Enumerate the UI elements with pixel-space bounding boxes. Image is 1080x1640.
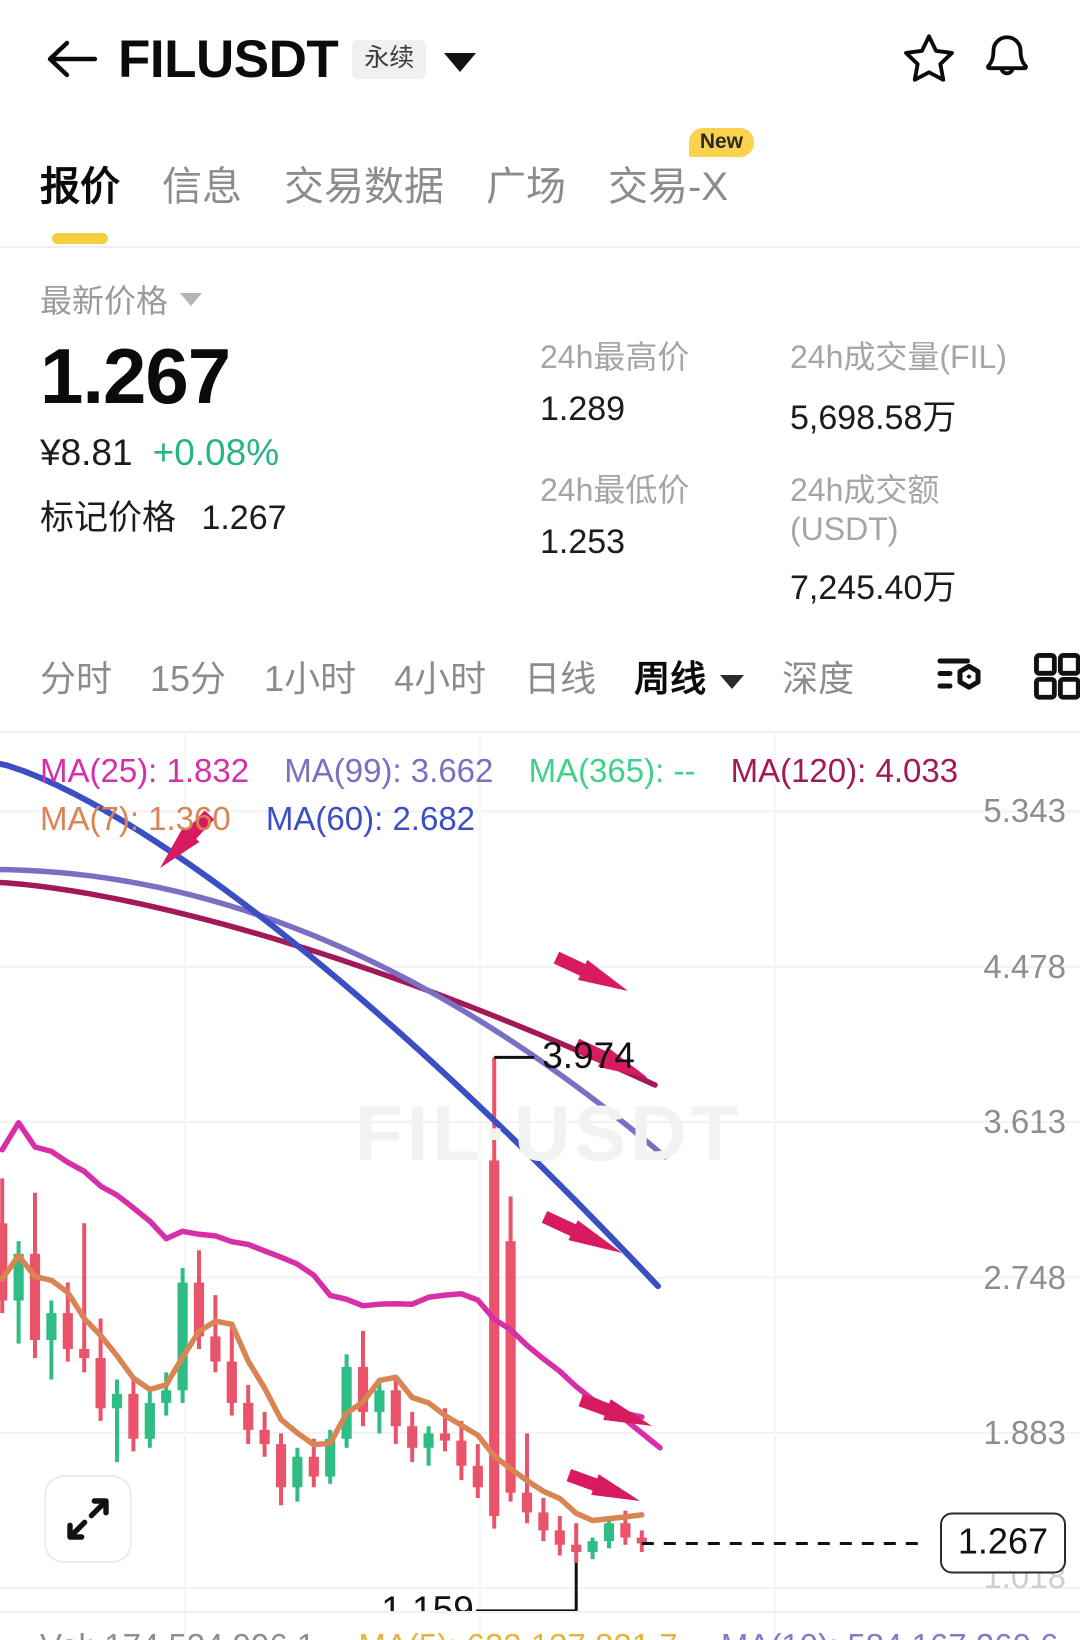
favorite-button[interactable] bbox=[890, 20, 968, 98]
annotation-arrow bbox=[553, 951, 628, 991]
tab-label: 交易-X bbox=[608, 165, 728, 209]
indicator-settings-button[interactable] bbox=[930, 643, 990, 709]
stat-24h-volume-fil: 24h成交量(FIL) 5,698.58万 bbox=[790, 332, 1040, 439]
mark-price-value: 1.267 bbox=[201, 499, 287, 538]
indicator-settings-icon bbox=[937, 658, 981, 690]
price-primary: 最新价格 1.267 ¥8.81 +0.08% 标记价格 1.267 bbox=[40, 276, 540, 609]
swing-low-label: 1.159 bbox=[381, 1588, 474, 1611]
stat-value: 5,698.58万 bbox=[790, 399, 957, 437]
stat-24h-turnover-usdt: 24h成交额(USDT) 7,245.40万 bbox=[790, 465, 1040, 609]
timeframe-caret-down-icon[interactable] bbox=[720, 675, 745, 689]
stat-value: 7,245.40万 bbox=[790, 569, 957, 607]
arrow-left-icon bbox=[47, 40, 97, 78]
vol-value: Vol: 174,534,996.1 bbox=[40, 1627, 315, 1640]
stat-24h-high: 24h最高价 1.289 bbox=[540, 332, 790, 439]
timeframe-15m[interactable]: 15分 bbox=[150, 658, 227, 699]
volume-legend: Vol: 174,534,996.1 MA(5): 623,137,821.7 … bbox=[40, 1627, 1080, 1640]
last-price-label-row[interactable]: 最新价格 bbox=[40, 276, 540, 322]
stat-value: 1.289 bbox=[540, 390, 626, 428]
last-price-value: 1.267 bbox=[40, 332, 231, 420]
volume-chart[interactable]: Vol: 174,534,996.1 MA(5): 623,137,821.7 … bbox=[0, 1611, 1080, 1640]
star-icon bbox=[904, 34, 954, 82]
tab-info[interactable]: 信息 bbox=[162, 154, 242, 218]
main-tabs: 报价 信息 交易数据 广场 交易-X New bbox=[0, 118, 1080, 218]
annotation-arrow bbox=[566, 1468, 640, 1501]
cny-price: ¥8.81 bbox=[40, 432, 133, 474]
stat-key: 24h最高价 bbox=[540, 339, 690, 375]
caret-down-icon[interactable] bbox=[444, 52, 477, 72]
current-price-tag: 1.267 bbox=[939, 1512, 1066, 1574]
bell-icon bbox=[986, 35, 1028, 76]
timeframe-1d[interactable]: 日线 bbox=[524, 658, 597, 699]
expand-chart-button[interactable] bbox=[44, 1475, 132, 1563]
price-change-row: ¥8.81 +0.08% bbox=[40, 432, 540, 474]
tab-label: 信息 bbox=[162, 165, 242, 209]
timeframe-depth[interactable]: 深度 bbox=[782, 658, 855, 699]
vol-ma10-value: MA(10): 584,167,260.6 bbox=[721, 1627, 1059, 1640]
tab-square[interactable]: 广场 bbox=[486, 154, 566, 218]
tabs-divider bbox=[0, 246, 1080, 248]
grid-layout-icon bbox=[1034, 653, 1080, 700]
caret-down-icon[interactable] bbox=[180, 292, 203, 306]
page-title: FILUSDT bbox=[118, 29, 339, 89]
app-header: FILUSDT 永续 bbox=[0, 0, 1080, 118]
annotation-arrow bbox=[541, 1210, 622, 1253]
change-percent: +0.08% bbox=[152, 432, 280, 474]
annotation-arrow bbox=[573, 1038, 648, 1078]
expand-fullscreen-icon bbox=[67, 1498, 109, 1540]
tab-quotes[interactable]: 报价 bbox=[40, 154, 120, 218]
price-section: 最新价格 1.267 ¥8.81 +0.08% 标记价格 1.267 24h最高… bbox=[0, 248, 1080, 609]
timeframe-bar: 分时 15分 1小时 4小时 日线 周线 深度 bbox=[0, 609, 1080, 731]
price-chart[interactable]: FIL·USDT MA(25): 1.832 MA(99): 3.662 MA(… bbox=[0, 731, 1080, 1611]
last-price-label: 最新价格 bbox=[40, 283, 169, 319]
tab-label: 交易数据 bbox=[284, 165, 444, 209]
stat-key: 24h成交额(USDT) bbox=[790, 472, 940, 547]
back-button[interactable] bbox=[40, 28, 102, 90]
grid-layout-button[interactable] bbox=[1028, 643, 1080, 709]
tab-label: 广场 bbox=[486, 165, 566, 209]
timeframe-1w[interactable]: 周线 bbox=[634, 658, 707, 699]
timeframe-line[interactable]: 分时 bbox=[40, 658, 113, 699]
price-stats: 24h最高价 1.289 24h成交量(FIL) 5,698.58万 24h最低… bbox=[540, 276, 1040, 609]
tab-trade-data[interactable]: 交易数据 bbox=[284, 154, 444, 218]
stat-key: 24h成交量(FIL) bbox=[790, 339, 1007, 375]
stat-grid: 24h最高价 1.289 24h成交量(FIL) 5,698.58万 24h最低… bbox=[540, 332, 1040, 609]
stat-24h-low: 24h最低价 1.253 bbox=[540, 465, 790, 609]
annotation-arrow bbox=[160, 810, 215, 868]
mark-price-row: 标记价格 1.267 bbox=[40, 490, 540, 539]
timeframe-1h[interactable]: 1小时 bbox=[264, 658, 357, 699]
tab-label: 报价 bbox=[40, 165, 120, 209]
stat-key: 24h最低价 bbox=[540, 472, 690, 508]
mark-price-label: 标记价格 bbox=[40, 499, 176, 538]
stat-value: 1.253 bbox=[540, 523, 626, 561]
tab-trade-x[interactable]: 交易-X New bbox=[608, 128, 754, 218]
candlestick-canvas bbox=[0, 733, 1080, 1611]
swing-high-label: 3.974 bbox=[542, 1035, 635, 1077]
new-badge: New bbox=[688, 128, 754, 157]
contract-type-chip: 永续 bbox=[352, 39, 427, 79]
vol-ma5-value: MA(5): 623,137,821.7 bbox=[358, 1627, 677, 1640]
annotation-arrow bbox=[578, 1393, 652, 1426]
timeframe-4h[interactable]: 4小时 bbox=[394, 658, 487, 699]
volume-canvas bbox=[184, 1613, 776, 1640]
alert-button[interactable] bbox=[968, 20, 1046, 98]
